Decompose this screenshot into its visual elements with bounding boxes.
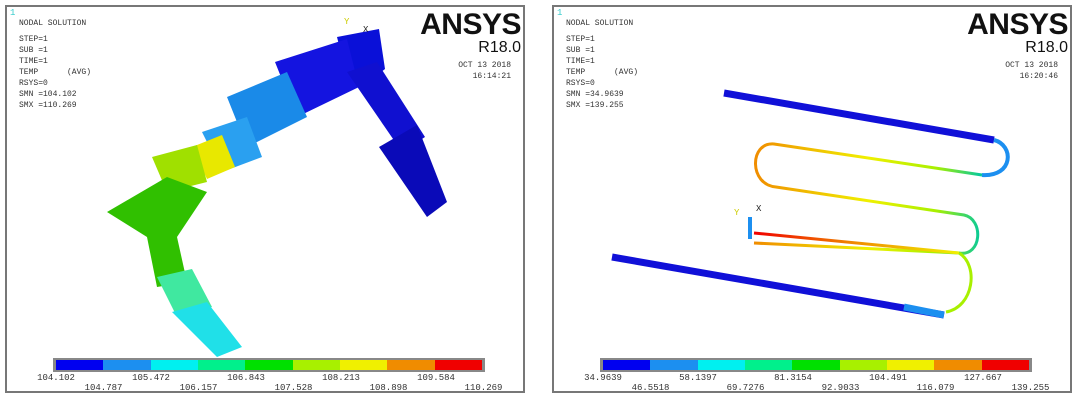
- ansys-logo: ANSYS: [967, 8, 1068, 41]
- serpentine-tube-model: Y X: [611, 89, 1010, 319]
- legend-swatch: [387, 360, 435, 370]
- solution-title: NODAL SOLUTION: [19, 19, 87, 28]
- legend-label: 106.843: [227, 373, 265, 383]
- clock: 16:14:21: [472, 72, 511, 81]
- left-result-window: Y X 1 NODAL SOLUTION STEP=1 SUB =1 TIME=1…: [5, 5, 525, 393]
- legend-label: 58.1397: [679, 373, 717, 383]
- legend-swatch: [197, 360, 246, 370]
- window-number: 1: [10, 8, 16, 18]
- legend-label: 81.3154: [774, 373, 812, 383]
- legend-label: 127.667: [964, 373, 1002, 383]
- smx: SMX =110.269: [19, 101, 77, 110]
- legend-label: 92.9033: [821, 383, 860, 393]
- time: TIME=1: [566, 57, 595, 66]
- legend-swatch: [245, 360, 293, 370]
- legend-swatch: [792, 360, 840, 370]
- color-legend: [600, 358, 1032, 372]
- version: R18.0: [1025, 39, 1068, 56]
- legend-label: 106.157: [179, 383, 218, 393]
- clock: 16:20:46: [1019, 72, 1058, 81]
- smx: SMX =139.255: [566, 101, 624, 110]
- legend-label: 139.255: [1011, 383, 1050, 393]
- solution-title: NODAL SOLUTION: [566, 19, 634, 28]
- date: OCT 13 2018: [1005, 61, 1058, 70]
- legend-label: 104.491: [869, 373, 907, 383]
- axis-y-label: Y: [734, 208, 740, 218]
- window-number: 1: [557, 8, 563, 18]
- solution-info: NODAL SOLUTION STEP=1 SUB =1 TIME=1 TEMP …: [19, 18, 91, 111]
- right-result-window: Y X 1 NODAL SOLUTION STEP=1 SUB =1 TIME=1…: [552, 5, 1072, 393]
- date: OCT 13 2018: [458, 61, 511, 70]
- axis-x-label: X: [363, 25, 369, 35]
- rsys: RSYS=0: [19, 79, 48, 88]
- smn: SMN =104.102: [19, 90, 77, 99]
- legend-label: 107.528: [274, 383, 313, 393]
- sub: SUB =1: [566, 46, 595, 55]
- legend-label: 69.7276: [726, 383, 765, 393]
- step: STEP=1: [566, 35, 595, 44]
- legend-label: 105.472: [132, 373, 170, 383]
- legend-label: 116.079: [916, 383, 955, 393]
- legend-swatch: [150, 360, 198, 370]
- step: STEP=1: [19, 35, 48, 44]
- legend-label: 110.269: [464, 383, 503, 393]
- legend-swatch: [103, 360, 151, 370]
- legend-label: 109.584: [417, 373, 455, 383]
- color-legend: [53, 358, 485, 372]
- legend-swatch: [339, 360, 388, 370]
- legend-swatch: [697, 360, 745, 370]
- legend-swatch: [603, 360, 651, 370]
- legend-swatch: [886, 360, 935, 370]
- temp: TEMP (AVG): [566, 68, 639, 77]
- legend-swatch: [839, 360, 887, 370]
- temp: TEMP (AVG): [19, 68, 92, 77]
- legend-swatch: [434, 360, 482, 370]
- legend-swatch: [744, 360, 793, 370]
- timestamp: OCT 13 2018 16:20:46: [1005, 60, 1058, 82]
- legend-label: 108.213: [322, 373, 360, 383]
- legend-swatch: [650, 360, 698, 370]
- ansys-logo: ANSYS: [420, 8, 521, 41]
- axis-x-label: X: [756, 204, 762, 214]
- axis-y-label: Y: [344, 17, 350, 27]
- legend-swatch: [981, 360, 1029, 370]
- legend-swatch: [56, 360, 104, 370]
- legend-label: 108.898: [369, 383, 408, 393]
- legend-label: 104.787: [84, 383, 123, 393]
- sub: SUB =1: [19, 46, 48, 55]
- smn: SMN =34.9639: [566, 90, 624, 99]
- timestamp: OCT 13 2018 16:14:21: [458, 60, 511, 82]
- rsys: RSYS=0: [566, 79, 595, 88]
- legend-label: 104.102: [37, 373, 75, 383]
- time: TIME=1: [19, 57, 48, 66]
- legend-swatch: [934, 360, 982, 370]
- legend-swatch: [292, 360, 340, 370]
- version: R18.0: [478, 39, 521, 56]
- legend-label: 34.9639: [584, 373, 622, 383]
- solution-info: NODAL SOLUTION STEP=1 SUB =1 TIME=1 TEMP …: [566, 18, 638, 111]
- pipe-assembly-model: Y X: [107, 17, 447, 357]
- legend-label: 46.5518: [631, 383, 670, 393]
